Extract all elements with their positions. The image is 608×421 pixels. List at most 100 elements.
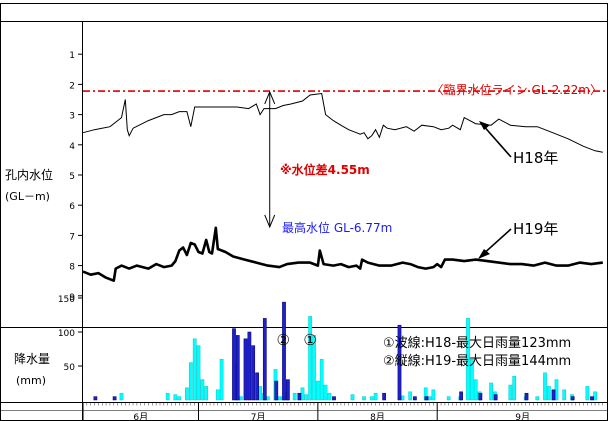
rain-bar-h18	[428, 397, 431, 400]
rain-bar-h19	[232, 329, 235, 400]
level-tick-label: 1	[69, 51, 75, 61]
water-level-ylabel: 孔内水位	[5, 167, 53, 182]
month-label: 6月	[133, 412, 148, 421]
water-level-ylabel-unit: (GL－m)	[5, 190, 50, 203]
h18-pointer-arrowhead	[479, 121, 490, 130]
rain-bar-h18	[555, 380, 558, 400]
rain-bar-h18	[293, 393, 296, 400]
rain-bar-h19	[94, 397, 97, 400]
month-label: 8月	[370, 412, 385, 421]
rain-bar-h18	[447, 397, 450, 400]
rain-bar-h19	[236, 335, 239, 400]
rain-bar-h18	[594, 392, 597, 400]
rain-bar-h18	[374, 393, 377, 400]
rain-bar-h18	[166, 393, 169, 400]
rain-bar-h19	[590, 397, 593, 400]
level-tick-label: 5	[69, 172, 75, 182]
rain-peak-marker: ②	[276, 331, 289, 349]
rain-bar-h19	[460, 392, 463, 400]
rain-bar-h18	[351, 395, 354, 400]
rain-bar-h18	[474, 380, 477, 400]
rain-bar-h19	[525, 393, 528, 400]
h18-label: H18年	[513, 149, 558, 167]
rain-bar-h19	[113, 397, 116, 400]
rain-bar-h18	[586, 386, 589, 400]
rain-bar-h18	[328, 393, 331, 400]
rain-bar-h19	[298, 393, 301, 400]
level-tick-label: 7	[69, 232, 75, 242]
rain-bar-h18	[301, 388, 304, 400]
rain-bar-h19	[286, 380, 289, 400]
rain-bar-h18	[401, 396, 404, 400]
rain-bar-h19	[275, 381, 278, 400]
rain-bar-h18	[370, 397, 373, 400]
rain-bar-h18	[278, 397, 281, 400]
level-tick-label: 4	[69, 142, 75, 152]
rain-tick-label: 100	[58, 329, 75, 339]
rain-bar-h19	[413, 397, 416, 400]
max-level-label: 最高水位 GL-6.77m	[282, 220, 392, 235]
rain-tick-label: 50	[64, 363, 76, 373]
rain-bar-h18	[543, 373, 546, 400]
rain-bar-h18	[547, 386, 550, 400]
water-level-axis: 1 2 3 4 5 6 7 8 9	[69, 51, 83, 303]
month-label: 9月	[515, 412, 530, 421]
difference-label: ※水位差4.55m	[280, 162, 370, 177]
rain-bar-h18	[409, 392, 412, 400]
level-tick-label: 2	[69, 81, 75, 91]
rain-bar-h19	[552, 390, 555, 400]
rain-bar-h19	[425, 397, 428, 400]
rain-bar-h18	[220, 359, 223, 400]
rain-bar-h18	[563, 390, 566, 400]
level-tick-label: 3	[69, 112, 75, 122]
rain-bar-h18	[432, 390, 435, 400]
rain-bar-h18	[197, 346, 200, 400]
rain-bar-h18	[201, 380, 204, 400]
legend-h19: ②縦線:H19-最大日雨量144mm	[383, 353, 571, 369]
legend-h18: ①波線:H18-最大日雨量123mm	[383, 335, 571, 351]
rain-bar-h18	[216, 390, 219, 400]
rain-bar-h19	[248, 332, 251, 400]
rain-bar-h19	[383, 393, 386, 400]
rain-tick-label: 150	[58, 295, 75, 305]
rain-bar-h18	[174, 395, 177, 400]
level-tick-label: 6	[69, 202, 75, 212]
rain-bar-h18	[205, 386, 208, 400]
rain-bar-h19	[494, 395, 497, 400]
rain-bar-h18	[309, 316, 312, 400]
rain-bar-h19	[263, 318, 266, 400]
rain-bar-h18	[316, 381, 319, 400]
level-tick-label: 8	[69, 263, 75, 273]
rain-bar-h19	[244, 339, 247, 400]
rain-bar-h18	[239, 397, 242, 400]
rain-bar-h18	[362, 397, 365, 400]
rain-peak-marker: ①	[303, 331, 316, 349]
rain-bar-h18	[120, 393, 123, 400]
rain-bar-h19	[571, 397, 574, 400]
rain-bar-h18	[178, 397, 181, 400]
series-line-h18	[83, 94, 603, 153]
critical-level-label: 〈臨界水位ライン GL-2.22m〉	[432, 82, 602, 97]
date-axis: 6月 7月 8月 9月	[83, 403, 603, 421]
rain-bar-h18	[536, 397, 539, 400]
month-label: 7月	[251, 412, 266, 421]
rain-bar-h19	[252, 346, 255, 400]
rain-bar-h18	[320, 359, 323, 400]
rainfall-axis: 50 100 150	[58, 295, 83, 373]
rain-bar-h18	[259, 386, 262, 400]
rain-bar-h18	[490, 383, 493, 400]
h19-label: H19年	[513, 220, 558, 238]
rain-bar-h18	[305, 395, 308, 400]
rain-bar-h18	[324, 385, 327, 400]
rain-bar-h18	[513, 376, 516, 400]
rain-bar-h19	[256, 373, 259, 400]
rain-bar-h18	[189, 363, 192, 400]
rainfall-ylabel-unit: (mm)	[16, 374, 46, 387]
rain-bar-h18	[193, 339, 196, 400]
rain-bar-h19	[332, 397, 335, 400]
rain-bar-h18	[509, 385, 512, 400]
rain-bar-h18	[266, 397, 269, 400]
rain-bar-h18	[185, 388, 188, 400]
